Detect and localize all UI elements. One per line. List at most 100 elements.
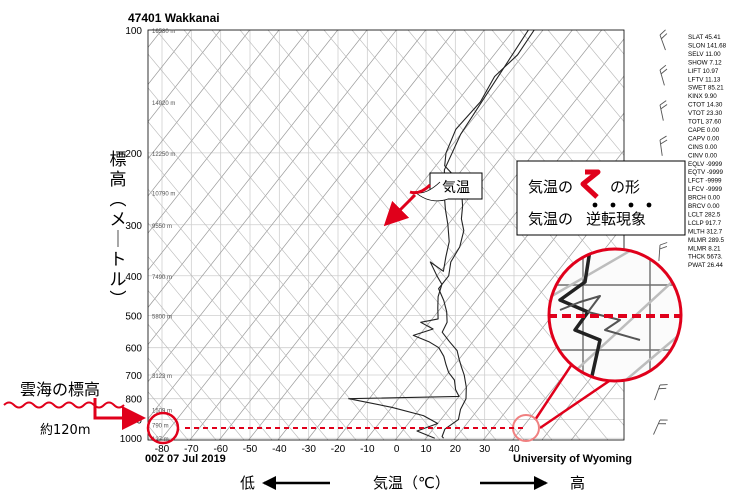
wind-barb-shaft bbox=[659, 104, 664, 121]
pressure-tick-label: 1000 bbox=[120, 434, 143, 445]
adiabat-line bbox=[211, 30, 553, 440]
isotherm-line bbox=[248, 30, 573, 440]
stability-index: CTOT 14.30 bbox=[688, 102, 723, 109]
adiabat-line bbox=[547, 30, 624, 123]
height-label: 5800 m bbox=[152, 314, 172, 320]
stability-index: SLON 141.68 bbox=[688, 42, 727, 49]
wind-barb-flag bbox=[660, 104, 668, 110]
magnifier-circle bbox=[547, 247, 683, 383]
temperature-tick-label: 10 bbox=[420, 444, 432, 455]
temperature-tick-label: -70 bbox=[184, 444, 199, 455]
isotherm-line bbox=[189, 30, 514, 440]
isotherm-line bbox=[160, 30, 485, 440]
wind-barb-flag bbox=[659, 135, 667, 141]
approx-height-label: 約120m bbox=[40, 423, 90, 438]
temperature-tick-label: 40 bbox=[508, 444, 520, 455]
legend-line1-suffix: の形 bbox=[610, 178, 640, 196]
wind-barb-flag bbox=[659, 100, 667, 106]
wind-barb-flag bbox=[661, 33, 668, 40]
wind-barb bbox=[659, 100, 668, 121]
isotherm-line bbox=[218, 30, 544, 440]
adiabat-line bbox=[148, 154, 385, 440]
high-arrow-head bbox=[534, 476, 548, 490]
pressure-tick-label: 700 bbox=[125, 371, 142, 382]
isotherm-line bbox=[148, 30, 426, 383]
temperature-tick-labels: -80 -70 -60 -50 -40 -30 -20 -10 0 10 20 30 40 bbox=[155, 444, 520, 455]
stability-index: LFCV -9999 bbox=[688, 186, 722, 193]
adiabat-line bbox=[267, 30, 609, 440]
stability-index: SELV 11.00 bbox=[688, 51, 721, 58]
low-arrow-head bbox=[262, 476, 276, 490]
stability-index: LCLP 917.7 bbox=[688, 220, 722, 227]
temperature-tick-label: -40 bbox=[272, 444, 287, 455]
stability-index: CINS 0.00 bbox=[688, 144, 718, 151]
height-labels: 16580 m 14020 m 12250 m 10790 m 9550 m 7490 m… bbox=[152, 29, 175, 443]
pressure-tick-label: 100 bbox=[125, 26, 142, 37]
pressure-tick-label: 300 bbox=[125, 221, 142, 232]
wind-barb-flag bbox=[658, 387, 667, 390]
isotherm-line bbox=[277, 30, 602, 440]
height-label: 127 m bbox=[152, 437, 169, 443]
adiabat-line bbox=[148, 290, 273, 440]
adiabat-line bbox=[183, 30, 525, 440]
inversion-shape-icon bbox=[580, 169, 601, 199]
height-label: 14020 m bbox=[152, 101, 175, 107]
y-axis-label: 標高︵メ｜トル︶ bbox=[110, 150, 127, 310]
temp-callout-arrow bbox=[383, 193, 417, 227]
stability-index: BRCH 0.00 bbox=[688, 195, 720, 202]
adiabat-line bbox=[148, 222, 329, 440]
adiabat-line bbox=[148, 53, 469, 440]
temperature-tick-label: -60 bbox=[213, 444, 228, 455]
legend-box bbox=[516, 160, 686, 236]
wind-barb bbox=[659, 135, 668, 156]
legend-line1-prefix: 気温の bbox=[528, 178, 573, 196]
stability-index: KINX 9.90 bbox=[688, 93, 717, 100]
wind-barb bbox=[659, 29, 668, 51]
adiabat-line bbox=[148, 357, 217, 440]
height-label: 3123 m bbox=[152, 374, 172, 380]
wind-barb-shaft bbox=[653, 419, 661, 435]
wind-barb-shaft bbox=[659, 69, 665, 86]
wind-barb-flag bbox=[659, 419, 668, 421]
isotherm-line bbox=[148, 30, 221, 123]
sounding-line-1 bbox=[438, 30, 535, 439]
wind-barb bbox=[659, 64, 668, 86]
stability-index: MLMR 289.5 bbox=[688, 237, 725, 244]
wind-barb-flag bbox=[659, 29, 666, 36]
wind-barb-flag bbox=[659, 246, 668, 250]
adiabat-line bbox=[148, 256, 301, 440]
stability-index: LFTV 11.13 bbox=[688, 76, 721, 83]
height-label: 7490 m bbox=[152, 275, 172, 281]
sounding-line-2 bbox=[348, 30, 529, 439]
stability-index: TOTL 37.60 bbox=[688, 119, 722, 126]
stability-index: MLMR 8.21 bbox=[688, 245, 721, 252]
isotherm-line bbox=[482, 261, 624, 440]
stability-index: EQLV -9999 bbox=[688, 161, 723, 168]
adiabat-line bbox=[148, 323, 245, 440]
height-label: 790 m bbox=[152, 423, 169, 429]
isotherm-line bbox=[336, 75, 624, 440]
height-label: 9550 m bbox=[152, 224, 172, 230]
temp-callout: 気温 bbox=[442, 180, 470, 196]
height-label: 1509 m bbox=[152, 408, 172, 414]
stability-index: LIFT 10.97 bbox=[688, 68, 719, 75]
isotherm-line bbox=[148, 30, 397, 346]
magnifier-content bbox=[549, 249, 681, 381]
adiabat-line bbox=[239, 30, 581, 440]
legend-line2-prefix: 気温の bbox=[528, 210, 573, 228]
stability-index: EQTV -9999 bbox=[688, 169, 723, 176]
stability-index: CINV 0.00 bbox=[688, 152, 718, 159]
surface-level-circle bbox=[146, 411, 180, 445]
stability-index: PWAT 26.44 bbox=[688, 262, 723, 269]
height-label: 10790 m bbox=[152, 191, 175, 197]
height-label: 16580 m bbox=[152, 29, 175, 35]
isotherm-line bbox=[306, 38, 624, 440]
temperature-tick-label: -30 bbox=[301, 444, 316, 455]
wind-barb bbox=[654, 384, 668, 401]
wind-barb-shaft bbox=[654, 384, 661, 401]
stability-index: SHOW 7.12 bbox=[688, 59, 722, 66]
height-label: 12250 m bbox=[152, 152, 175, 158]
stability-index: SWET 85.21 bbox=[688, 85, 724, 92]
wind-barb-shaft bbox=[659, 139, 663, 156]
isotherm-line bbox=[148, 30, 250, 160]
